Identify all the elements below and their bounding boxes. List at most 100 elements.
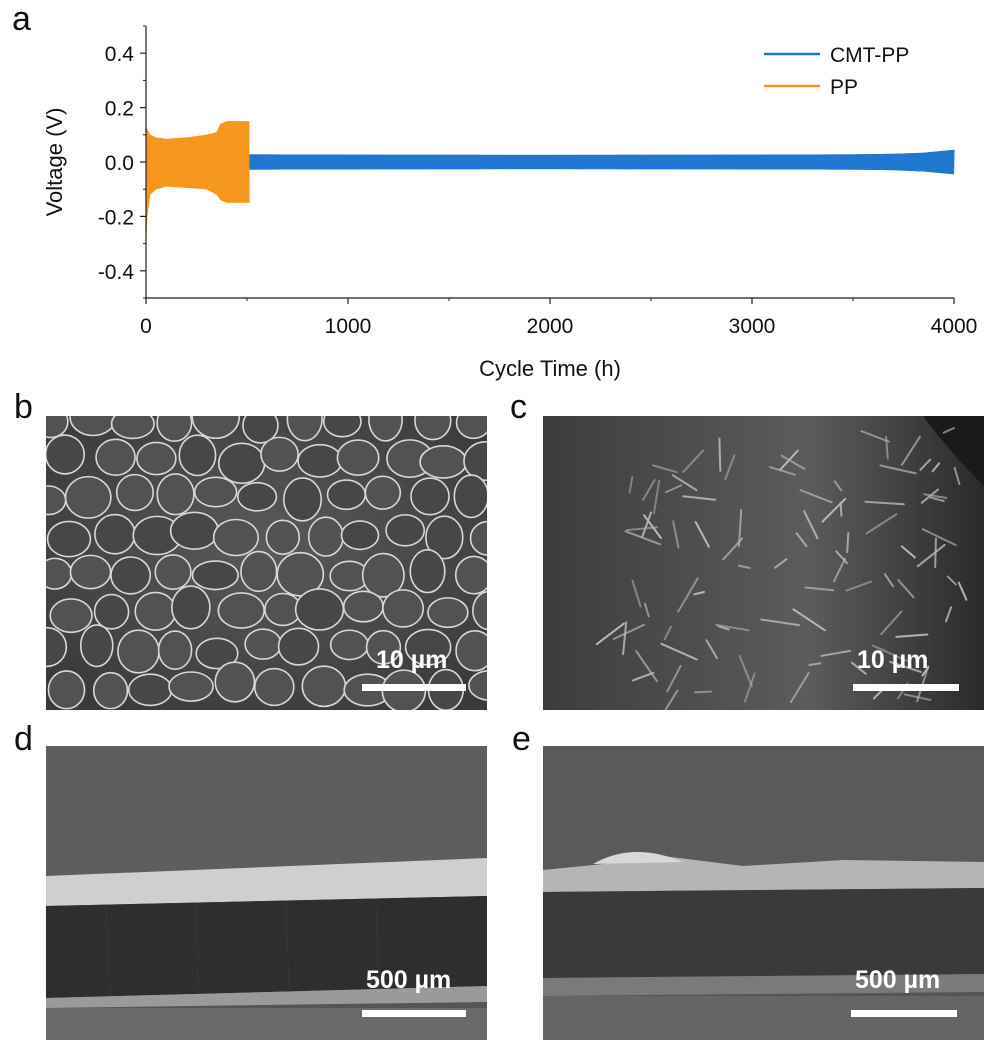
fiber — [641, 511, 653, 538]
y-axis-label: Voltage (V) — [42, 108, 67, 217]
grain — [46, 557, 73, 590]
fiber — [664, 689, 679, 710]
sem-image-c: 10 µm — [543, 416, 984, 710]
fiber — [652, 479, 661, 515]
grain — [253, 667, 295, 707]
fiber — [835, 550, 848, 565]
fiber — [833, 557, 847, 583]
x-tick-label: 4000 — [931, 315, 978, 338]
fiber — [769, 466, 796, 476]
fiber — [664, 484, 683, 494]
fiber — [666, 664, 682, 693]
grain — [361, 552, 405, 598]
fiber — [804, 586, 835, 592]
x-tick-label: 3000 — [729, 315, 776, 338]
fiber — [718, 437, 722, 472]
grain — [218, 442, 266, 485]
sem-image-b: 10 µm — [46, 416, 487, 710]
grain — [427, 597, 469, 629]
scalebar-label-c: 10 µm — [857, 646, 929, 674]
fiber — [929, 496, 945, 502]
scalebar-label-d: 500 µm — [366, 966, 452, 994]
fiber — [919, 458, 932, 471]
scalebar-b — [362, 684, 466, 691]
grain — [453, 474, 487, 519]
scalebar-d — [362, 1010, 466, 1017]
y-tick-label: -0.2 — [98, 206, 134, 229]
panel-label-d: d — [14, 720, 33, 758]
fiber — [820, 649, 852, 657]
grain — [329, 629, 370, 661]
sem-texture-c — [543, 416, 984, 710]
fiber — [845, 580, 873, 592]
grain — [463, 440, 487, 482]
fiber — [846, 532, 850, 554]
grain — [64, 475, 112, 519]
grain — [419, 445, 468, 479]
fiber — [897, 578, 915, 599]
fiber — [671, 474, 698, 492]
fiber — [957, 581, 968, 601]
grain — [156, 473, 195, 516]
grain — [385, 514, 426, 547]
fiber — [682, 495, 717, 501]
grain — [410, 477, 450, 516]
grain — [46, 416, 69, 439]
sem-image-d: 500 µm — [46, 746, 487, 1040]
fiber — [677, 577, 699, 613]
grain — [472, 590, 487, 631]
fiber — [885, 435, 889, 460]
fiber — [900, 545, 916, 559]
fiber — [900, 435, 921, 466]
grain — [276, 551, 325, 597]
fiber — [789, 671, 810, 704]
grain — [154, 554, 192, 590]
fiber — [865, 513, 898, 535]
fiber — [946, 575, 957, 586]
scalebar-c — [853, 684, 959, 691]
grain — [110, 416, 155, 440]
fiber — [663, 625, 673, 641]
grain — [93, 593, 130, 630]
grain — [79, 624, 114, 668]
grain — [242, 416, 279, 444]
legend-label-pp: PP — [830, 76, 858, 99]
grain — [468, 670, 487, 701]
fiber — [642, 478, 656, 501]
x-axis-label: Cycle Time (h) — [479, 356, 621, 381]
grain — [342, 590, 384, 623]
grain — [134, 591, 177, 631]
fiber — [705, 639, 718, 660]
series-band-pp — [146, 121, 250, 239]
legend-label-cmt-pp: CMT-PP — [830, 44, 909, 67]
fiber — [833, 480, 843, 492]
fiber — [660, 642, 698, 661]
fiber — [795, 532, 808, 548]
fiber — [945, 606, 953, 623]
fiber — [780, 454, 806, 470]
grain — [240, 550, 278, 593]
panel-label-e: e — [512, 720, 531, 758]
grain — [307, 516, 344, 557]
y-tick-label: 0.2 — [105, 98, 134, 121]
grain — [94, 513, 136, 555]
grain — [168, 671, 214, 702]
fiber — [738, 654, 753, 688]
fiber — [693, 690, 713, 694]
grain — [46, 626, 68, 668]
fiber — [622, 621, 628, 656]
grain — [404, 628, 452, 666]
fiber — [872, 689, 884, 700]
grain — [69, 554, 112, 590]
grain — [212, 518, 259, 557]
grain — [136, 441, 177, 476]
grain — [277, 627, 320, 666]
grain — [454, 555, 487, 595]
grain — [46, 434, 85, 475]
scalebar-label-b: 10 µm — [376, 646, 448, 674]
grain — [455, 416, 487, 440]
fiber — [803, 510, 819, 540]
grain — [340, 520, 380, 551]
sem-cross-section-d — [46, 746, 487, 1040]
fiber — [773, 558, 788, 569]
